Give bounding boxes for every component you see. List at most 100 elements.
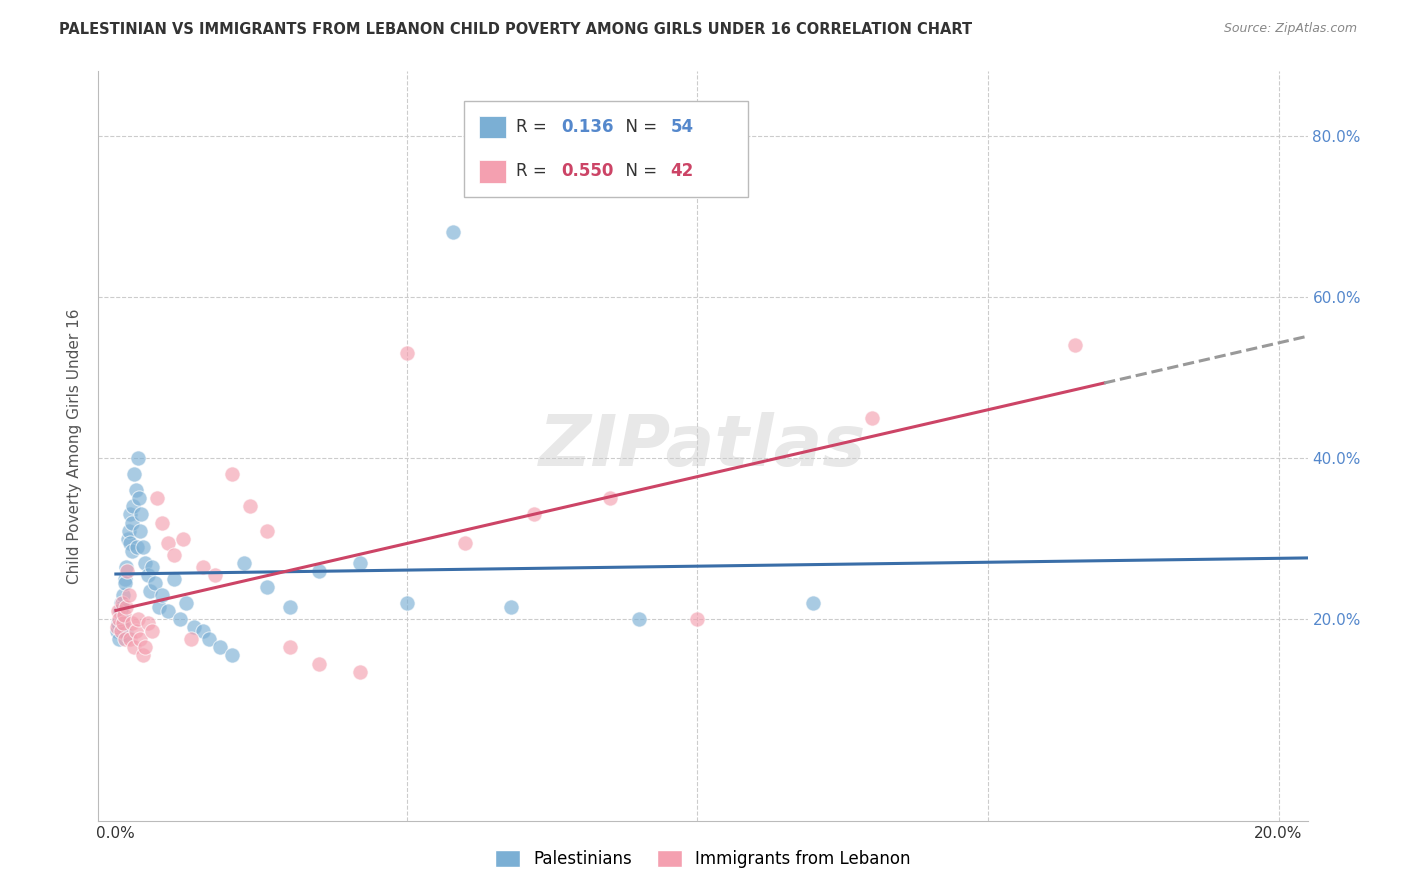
Point <box>131 648 153 663</box>
Point <box>131 508 153 522</box>
Point <box>112 608 135 623</box>
Point <box>110 624 132 639</box>
Point <box>121 616 143 631</box>
Y-axis label: Child Poverty Among Girls Under 16: Child Poverty Among Girls Under 16 <box>67 309 83 583</box>
Text: N =: N = <box>614 162 662 180</box>
Point <box>105 624 128 639</box>
Point <box>115 628 138 642</box>
Text: N =: N = <box>614 118 662 136</box>
Point <box>174 596 197 610</box>
Point <box>107 616 129 631</box>
Point <box>107 604 129 618</box>
Point <box>117 532 139 546</box>
Point <box>860 410 883 425</box>
Point <box>169 612 191 626</box>
Point <box>172 532 194 546</box>
Point <box>131 540 153 554</box>
Point <box>256 580 278 594</box>
Point <box>134 640 156 655</box>
Point <box>349 556 371 570</box>
Point <box>163 548 186 562</box>
Point <box>115 600 138 615</box>
Text: Source: ZipAtlas.com: Source: ZipAtlas.com <box>1223 22 1357 36</box>
Text: PALESTINIAN VS IMMIGRANTS FROM LEBANON CHILD POVERTY AMONG GIRLS UNDER 16 CORREL: PALESTINIAN VS IMMIGRANTS FROM LEBANON C… <box>59 22 972 37</box>
Point <box>118 508 141 522</box>
Point <box>111 616 134 631</box>
Point <box>191 624 214 639</box>
Point <box>121 516 143 530</box>
Legend: Palestinians, Immigrants from Lebanon: Palestinians, Immigrants from Lebanon <box>488 843 918 875</box>
Text: 0.136: 0.136 <box>561 118 614 136</box>
Point <box>108 604 131 618</box>
Point <box>125 540 148 554</box>
Point <box>125 624 148 639</box>
Point <box>134 556 156 570</box>
Point <box>191 559 214 574</box>
Point <box>221 648 243 663</box>
Point <box>105 620 128 634</box>
Point <box>278 600 301 615</box>
Point <box>523 508 546 522</box>
Point <box>150 588 173 602</box>
Point <box>278 640 301 655</box>
Point <box>145 576 167 591</box>
Point <box>128 491 150 506</box>
Point <box>157 604 180 618</box>
Point <box>349 665 371 679</box>
Point <box>453 535 475 549</box>
FancyBboxPatch shape <box>479 116 506 138</box>
Point <box>150 516 173 530</box>
Point <box>138 616 160 631</box>
Point <box>114 632 136 647</box>
Point <box>180 632 202 647</box>
Text: 0.550: 0.550 <box>561 162 614 180</box>
Point <box>141 624 163 639</box>
Point <box>122 500 145 514</box>
Point <box>124 640 146 655</box>
Point <box>129 632 152 647</box>
Point <box>198 632 221 647</box>
FancyBboxPatch shape <box>479 161 506 183</box>
Point <box>111 588 134 602</box>
Point <box>308 657 330 671</box>
Point <box>395 346 418 360</box>
Point <box>127 612 149 626</box>
Point <box>114 572 136 586</box>
Point <box>1064 338 1087 352</box>
Point <box>628 612 651 626</box>
Point <box>121 543 143 558</box>
Point <box>183 620 205 634</box>
Point <box>441 226 464 240</box>
Point <box>124 467 146 482</box>
Point <box>114 576 136 591</box>
Point <box>115 559 138 574</box>
Point <box>239 500 262 514</box>
Point <box>256 524 278 538</box>
Point <box>110 596 132 610</box>
Point <box>111 600 134 615</box>
Point <box>107 632 129 647</box>
Point <box>117 564 139 578</box>
Text: 54: 54 <box>671 118 693 136</box>
Point <box>209 640 232 655</box>
Point <box>204 568 226 582</box>
Point <box>308 564 330 578</box>
Text: ZIPatlas: ZIPatlas <box>540 411 866 481</box>
Point <box>395 596 418 610</box>
Point <box>141 559 163 574</box>
Point <box>145 491 167 506</box>
Point <box>124 483 146 498</box>
Point <box>111 612 134 626</box>
Point <box>129 524 152 538</box>
Point <box>138 584 160 599</box>
Point <box>120 632 142 647</box>
Point <box>221 467 243 482</box>
Point <box>157 535 180 549</box>
Point <box>136 568 159 582</box>
Point <box>108 612 131 626</box>
Point <box>118 588 141 602</box>
Point <box>112 620 135 634</box>
Point <box>803 596 825 610</box>
Text: R =: R = <box>516 162 551 180</box>
Point <box>686 612 709 626</box>
